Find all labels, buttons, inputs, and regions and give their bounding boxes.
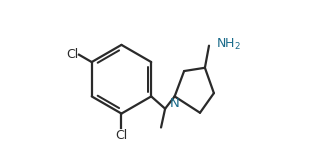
Text: N: N [170, 97, 179, 110]
Text: Cl: Cl [115, 129, 128, 142]
Text: NH$_2$: NH$_2$ [216, 37, 241, 52]
Text: Cl: Cl [66, 48, 78, 61]
